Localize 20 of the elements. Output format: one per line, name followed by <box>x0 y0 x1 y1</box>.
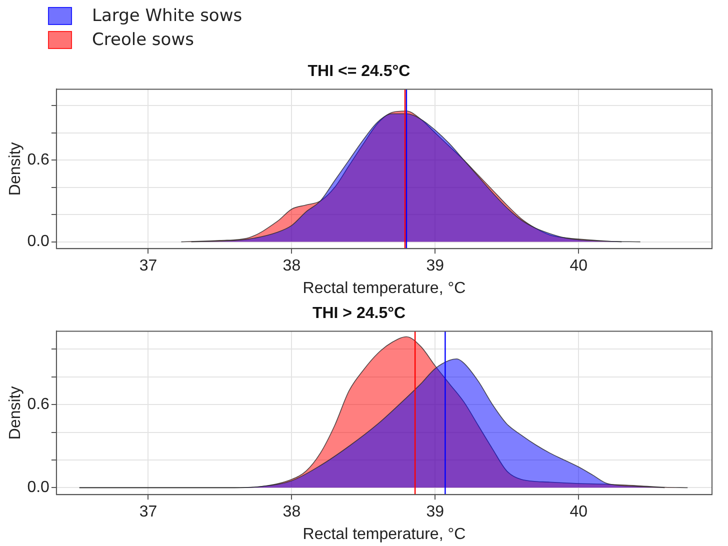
legend-label: Creole sows <box>92 30 194 50</box>
y-axis-title: Density <box>7 386 24 440</box>
legend-label: Large White sows <box>92 6 242 26</box>
x-axis-title: Rectal temperature, °C <box>302 280 466 297</box>
y-tick-label: 0.0 <box>27 233 50 250</box>
x-tick-label: 37 <box>139 258 158 275</box>
chart-title: THI > 24.5°C <box>312 305 406 322</box>
x-tick-label: 40 <box>570 504 588 521</box>
x-axis-title: Rectal temperature, °C <box>302 526 466 543</box>
y-tick-label: 0.6 <box>27 151 50 168</box>
x-tick-label: 39 <box>426 504 444 521</box>
y-tick-label: 0.0 <box>27 479 50 496</box>
x-tick-label: 37 <box>139 504 158 521</box>
x-tick-label: 40 <box>570 258 588 275</box>
y-tick-label: 0.6 <box>27 396 50 413</box>
y-axis-title: Density <box>7 142 24 196</box>
x-tick-label: 38 <box>282 258 301 275</box>
x-tick-label: 38 <box>282 504 301 521</box>
x-tick-label: 39 <box>426 258 444 275</box>
chart-title: THI <= 24.5°C <box>308 63 411 80</box>
